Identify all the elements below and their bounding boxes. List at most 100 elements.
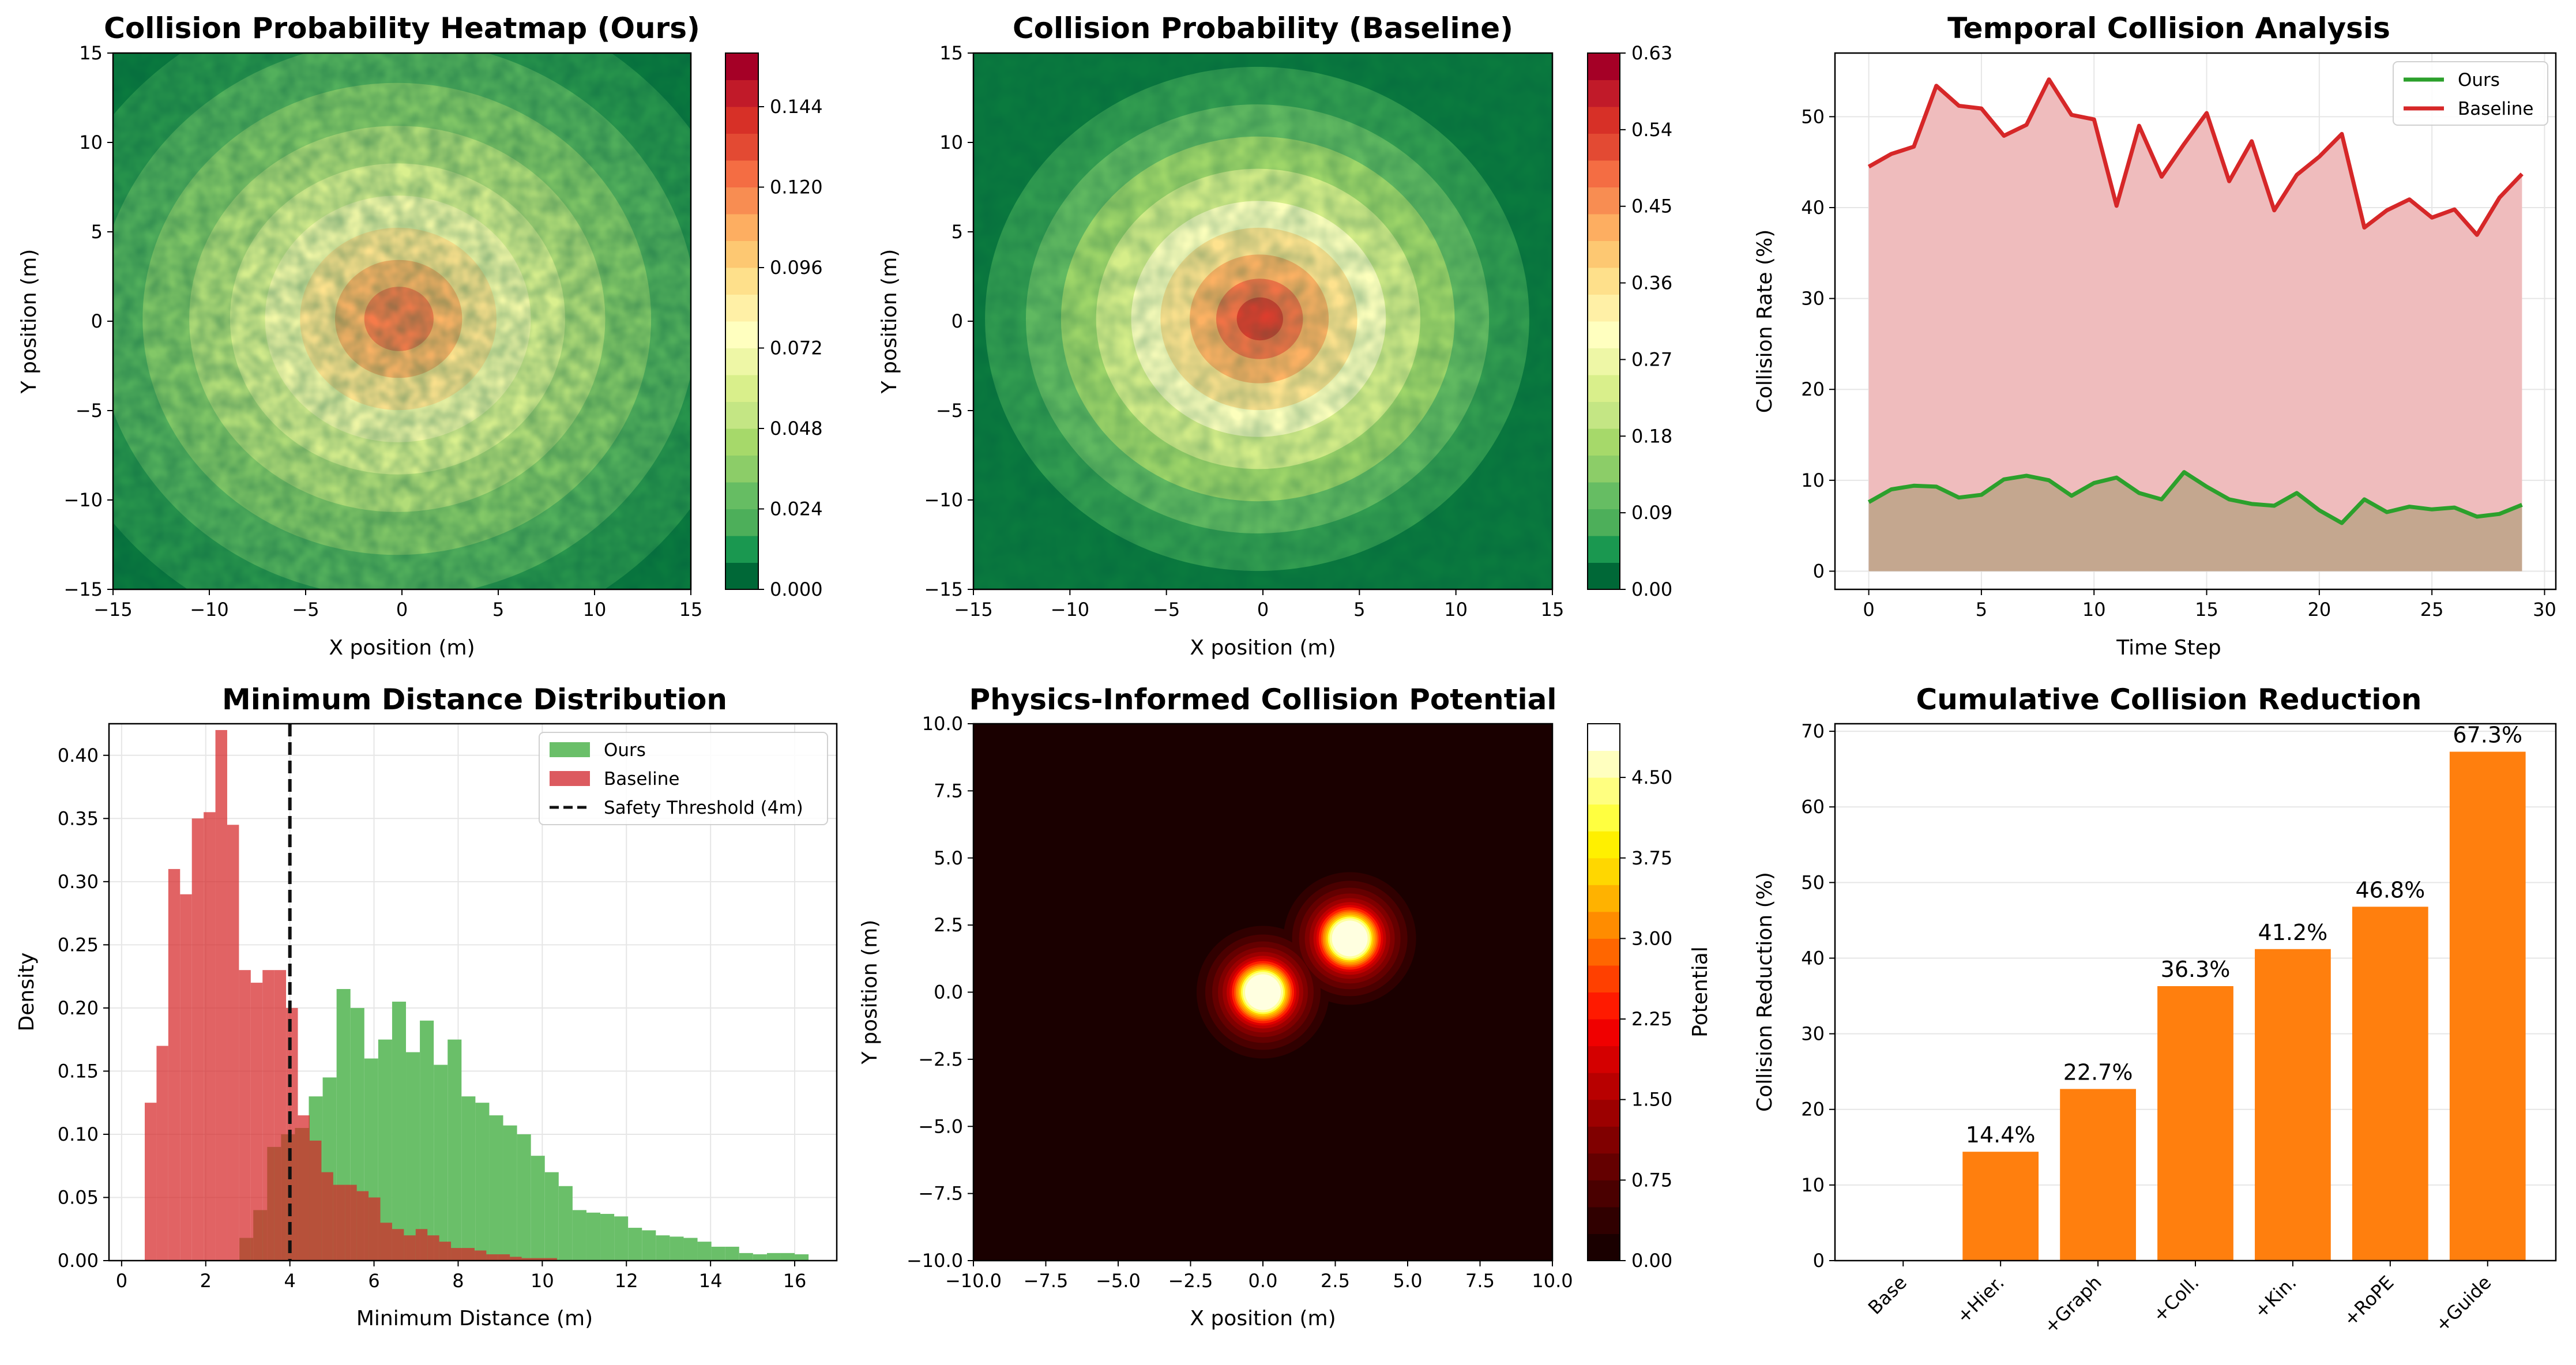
xlabel-temporal: Time Step bbox=[2116, 636, 2221, 660]
p4-bar-baseline bbox=[462, 1248, 475, 1261]
p6-bar bbox=[1962, 1152, 2039, 1261]
p5-frame bbox=[972, 723, 1554, 1262]
p5-colorbar-tick-label: 4.50 bbox=[1631, 766, 1672, 788]
p5-colorbar-band bbox=[1588, 1073, 1620, 1100]
p4-bar-ours bbox=[656, 1235, 670, 1261]
p5-xtick-label: −7.5 bbox=[1024, 1270, 1069, 1292]
p4-xtick-label: 10 bbox=[531, 1270, 554, 1292]
p6-ytick-label: 0 bbox=[1813, 1250, 1825, 1272]
p2-colorbar-band bbox=[1588, 509, 1620, 536]
p2-texture bbox=[973, 53, 1552, 589]
p1-colorbar-band bbox=[725, 401, 758, 429]
p1-xtick-label: 15 bbox=[679, 599, 703, 621]
p4-bar-baseline bbox=[380, 1223, 392, 1261]
p1-colorbar-tick-label: 0.144 bbox=[770, 96, 823, 118]
p1-ytick-label: 15 bbox=[79, 42, 103, 64]
p1-ytick-label: 5 bbox=[91, 221, 103, 243]
p4-legend-label: Baseline bbox=[604, 769, 679, 789]
p6-bar-value-label: 36.3% bbox=[2161, 957, 2231, 982]
p4-bar-baseline bbox=[404, 1235, 416, 1261]
p4-bar-ours bbox=[503, 1125, 517, 1261]
p6-xtick-label: +RoPE bbox=[2339, 1272, 2398, 1330]
p5-xtick-label: 2.5 bbox=[1321, 1270, 1350, 1292]
p5-colorbar-tick-label: 2.25 bbox=[1631, 1008, 1672, 1030]
p2-ytick-label: −10 bbox=[924, 489, 963, 511]
p1-ytick-label: −5 bbox=[76, 400, 103, 422]
p4-bar-baseline bbox=[498, 1254, 510, 1261]
p2-colorbar-band bbox=[1588, 294, 1620, 322]
p5-colorbar-tick-label: 1.50 bbox=[1631, 1089, 1672, 1111]
p5-xtick-label: 0.0 bbox=[1248, 1270, 1278, 1292]
p4-bar-ours bbox=[780, 1253, 795, 1261]
p4-bar-baseline bbox=[356, 1191, 369, 1261]
p5-colorbar-tick-label: 3.00 bbox=[1631, 927, 1672, 949]
p4-xtick-label: 0 bbox=[116, 1270, 127, 1292]
p4-bar-ours bbox=[406, 1052, 420, 1261]
p4-ytick-label: 0.00 bbox=[58, 1250, 99, 1272]
xlabel-distance: Minimum Distance (m) bbox=[356, 1307, 593, 1330]
p1-colorbar-band bbox=[725, 321, 758, 348]
ylabel-heatmap-baseline: Y position (m) bbox=[878, 249, 901, 394]
p3-area-baseline bbox=[1868, 79, 2522, 571]
p2-ytick-label: −15 bbox=[924, 578, 963, 600]
p4-bar-baseline bbox=[439, 1242, 452, 1261]
xlabel-heatmap-baseline: X position (m) bbox=[1190, 636, 1336, 660]
p5-colorbar-band bbox=[1588, 777, 1620, 805]
p4-bar-ours bbox=[558, 1186, 573, 1261]
p6-xtick-label: Base bbox=[1864, 1272, 1911, 1319]
p4-bar-baseline bbox=[510, 1257, 522, 1261]
p3-ytick-label: 10 bbox=[1801, 469, 1825, 491]
p5-potential-contour bbox=[1332, 920, 1368, 957]
p1-colorbar-frame bbox=[725, 52, 759, 590]
p4-bar-baseline bbox=[415, 1229, 428, 1261]
p4-bar-ours bbox=[586, 1212, 601, 1261]
p5-colorbar-band bbox=[1588, 1019, 1620, 1047]
p1-colorbar-band bbox=[725, 428, 758, 456]
p5-ytick-label: 0.0 bbox=[934, 982, 963, 1003]
p5-colorbar-band bbox=[1588, 1126, 1620, 1154]
p2-colorbar-tick-label: 0.36 bbox=[1631, 272, 1672, 294]
p5-ytick-label: 10.0 bbox=[922, 713, 963, 735]
p4-bar-ours bbox=[683, 1238, 698, 1261]
p2-xtick-label: −5 bbox=[1153, 599, 1180, 621]
p6-bar bbox=[2060, 1089, 2136, 1261]
p1-colorbar-tick-label: 0.120 bbox=[770, 176, 823, 198]
p4-bar-baseline bbox=[533, 1258, 546, 1261]
xlabel-heatmap-ours: X position (m) bbox=[329, 636, 475, 660]
p6-bar-value-label: 41.2% bbox=[2258, 920, 2328, 945]
p3-legend: Ours Baseline bbox=[2393, 61, 2548, 126]
p4-bar-ours bbox=[725, 1246, 739, 1261]
p4-bar-baseline bbox=[521, 1258, 534, 1261]
p1-colorbar-band bbox=[725, 160, 758, 187]
p1-colorbar-tick-label: 0.072 bbox=[770, 337, 823, 359]
p5-xtick-label: 10.0 bbox=[1532, 1270, 1573, 1292]
p5-colorbar-band bbox=[1588, 1234, 1620, 1261]
p3-xtick-label: 5 bbox=[1976, 599, 1987, 621]
p4-bar-ours bbox=[753, 1254, 767, 1261]
p5-colorbar-band bbox=[1588, 1153, 1620, 1180]
p6-frame bbox=[1834, 723, 2557, 1262]
p2-colorbar-band bbox=[1588, 133, 1620, 161]
p5-colorbar-band bbox=[1588, 831, 1620, 859]
p5-colorbar-band bbox=[1588, 750, 1620, 778]
p4-bar-baseline bbox=[145, 1103, 157, 1261]
p5-colorbar-band bbox=[1588, 858, 1620, 885]
p1-xtick-label: −15 bbox=[93, 599, 133, 621]
p2-colorbar-tick-label: 0.54 bbox=[1631, 119, 1672, 141]
p4-xtick-label: 6 bbox=[368, 1270, 379, 1292]
p6-bar bbox=[2352, 907, 2428, 1261]
p2-ytick-label: 5 bbox=[952, 221, 963, 243]
p1-colorbar-band bbox=[725, 482, 758, 509]
p1-texture bbox=[113, 53, 691, 589]
p6-bar bbox=[2157, 986, 2233, 1261]
p3-xtick-label: 0 bbox=[1863, 599, 1874, 621]
p6-xtick-label: +Graph bbox=[2040, 1272, 2106, 1338]
p1-colorbar-band bbox=[725, 214, 758, 241]
p3-ytick-label: 40 bbox=[1801, 197, 1825, 219]
p3-legend-label: Baseline bbox=[2458, 99, 2533, 119]
p4-bar-ours bbox=[628, 1228, 642, 1261]
p6-ytick-label: 10 bbox=[1801, 1174, 1825, 1196]
title-heatmap-baseline: Collision Probability (Baseline) bbox=[1013, 12, 1513, 45]
ylabel-heatmap-ours: Y position (m) bbox=[17, 249, 41, 394]
p1-colorbar-tick-label: 0.096 bbox=[770, 257, 823, 279]
